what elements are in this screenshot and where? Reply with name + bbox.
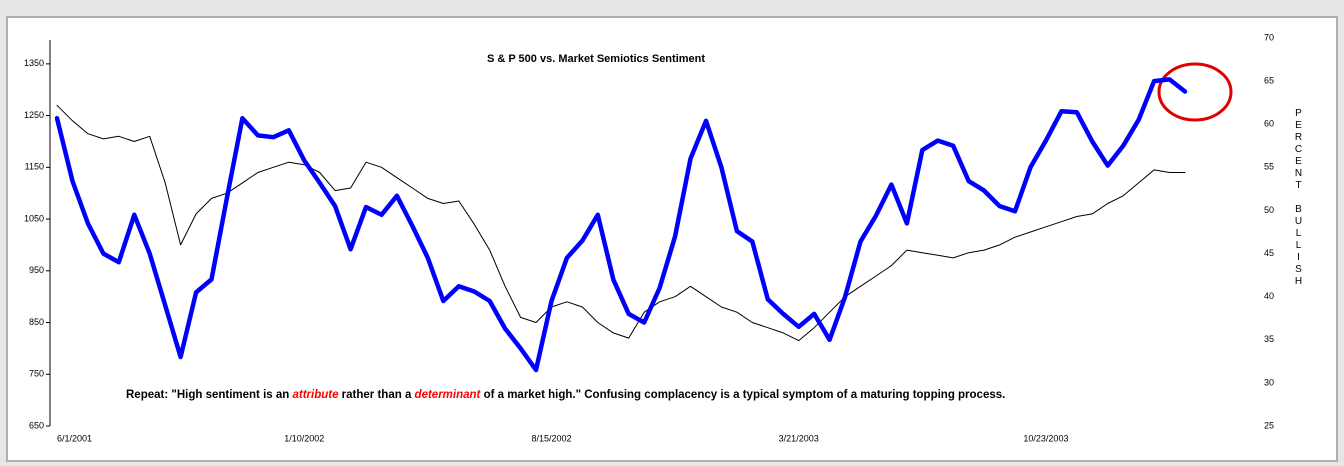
y-tick-label: 1350 [24,58,44,68]
annotation-text: of a market high." Confusing complacency… [480,389,1006,401]
series-line [54,77,1188,373]
annotation-text: Repeat: "High sentiment is an [126,389,293,401]
y-tick-label: 950 [29,265,44,275]
y2-tick-label: 50 [1264,205,1274,215]
x-tick-label: 3/21/2003 [779,433,819,443]
annotation-emphasis: attribute [292,389,339,401]
highlight-ellipse [1157,62,1233,122]
y2-axis-label: PERCENT BULLISH [1293,108,1304,288]
y-tick-label: 1150 [25,162,44,172]
y2-tick-label: 55 [1264,162,1274,172]
annotation-text: rather than a [338,389,415,401]
y-tick-label: 750 [29,369,44,379]
x-tick-label: 6/1/2001 [57,433,92,443]
y2-tick-label: 40 [1264,291,1274,301]
annotation: Repeat: "High sentiment is an attribute … [126,386,1166,405]
y-tick-label: 1250 [24,110,44,120]
y2-tick-label: 35 [1264,334,1274,344]
y-tick-label: 850 [29,317,44,327]
series-line [56,104,1186,342]
y2-tick-label: 60 [1264,119,1274,129]
chart-title: S & P 500 vs. Market Semiotics Sentiment [487,53,705,65]
chart-frame: S & P 500 vs. Market Semiotics Sentiment… [6,16,1338,462]
y2-tick-label: 45 [1264,248,1274,258]
chart: S & P 500 vs. Market Semiotics Sentiment… [24,32,1274,443]
x-tick-label: 1/10/2002 [284,433,324,443]
y-tick-label: 1050 [24,213,44,223]
y2-tick-label: 70 [1264,32,1274,42]
x-tick-label: 8/15/2002 [531,433,571,443]
y-tick-label: 650 [29,420,44,430]
y2-tick-label: 30 [1264,377,1274,387]
y2-tick-label: 65 [1264,75,1274,85]
annotation-emphasis: determinant [414,389,481,401]
x-tick-label: 10/23/2003 [1023,433,1068,443]
y2-tick-label: 25 [1264,420,1274,430]
